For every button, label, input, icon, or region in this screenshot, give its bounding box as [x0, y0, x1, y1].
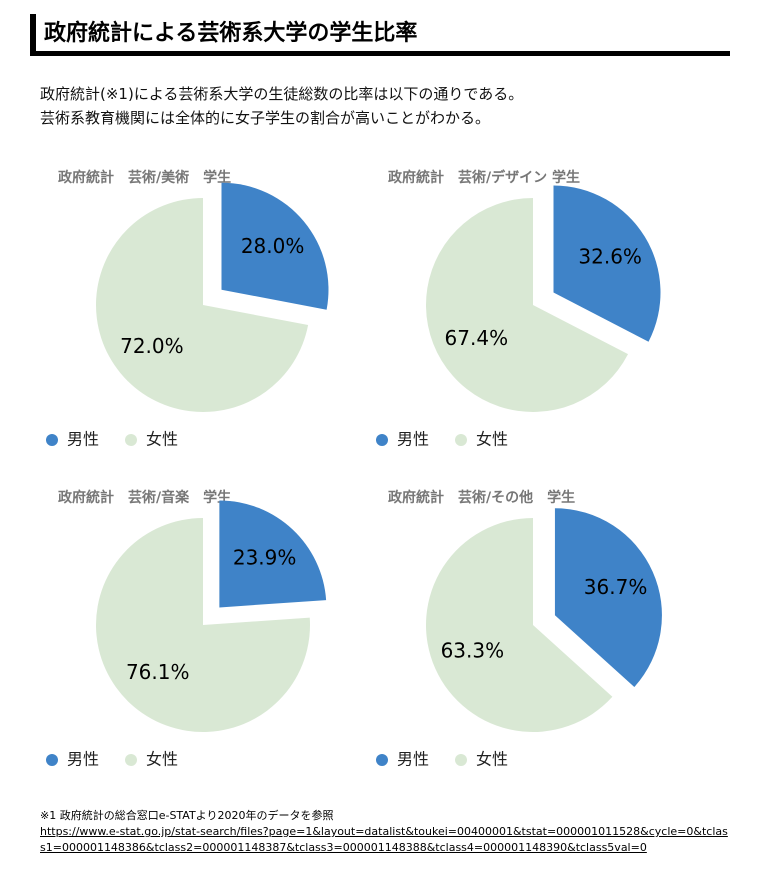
intro: 政府統計(※1)による芸術系大学の生徒総数の比率は以下の通りである。 芸術系教育… [40, 82, 523, 130]
legend-label: 男性 [67, 750, 99, 769]
legend-label: 女性 [146, 430, 178, 449]
legend-marker [376, 754, 388, 766]
intro-line: 政府統計(※1)による芸術系大学の生徒総数の比率は以下の通りである。 [40, 85, 524, 103]
pie-slice [425, 198, 629, 412]
data-label: 32.6% [578, 245, 642, 269]
pie-slice [426, 518, 613, 732]
footnote-text: ※1 政府統計の総合窓口e-STATより2020年のデータを参照 [40, 809, 334, 822]
pie-slice [554, 508, 662, 688]
data-label: 63.3% [441, 638, 505, 662]
pie-slice [221, 182, 329, 310]
data-label: 36.7% [584, 575, 648, 599]
legend-marker [455, 754, 467, 766]
data-label: 76.1% [126, 660, 190, 684]
legend-marker [125, 434, 137, 446]
pie-slice [96, 518, 311, 732]
legend-label: 女性 [476, 750, 508, 769]
pie-slice [95, 198, 309, 412]
footnote: ※1 政府統計の総合窓口e-STATより2020年のデータを参照 https:/… [40, 808, 730, 856]
pie-slice [219, 500, 327, 608]
chart-title: 政府統計 芸術/デザイン 学生 [388, 169, 580, 186]
charts: 政府統計 芸術/美術 学生 28.0% 男性 72.0% 女性 政府統計 芸術/デザイン … [46, 169, 662, 769]
legend-marker [455, 434, 467, 446]
intro-line: 芸術系教育機関には全体的に女子学生の割合が高いことがわかる。 [40, 109, 491, 127]
chart-title: 政府統計 芸術/その他 学生 [388, 489, 575, 506]
legend-marker [376, 434, 388, 446]
chart-title: 政府統計 芸術/音楽 学生 [58, 489, 231, 506]
legend-marker [125, 754, 137, 766]
data-label: 67.4% [445, 326, 509, 350]
data-label: 28.0% [241, 234, 305, 258]
legend-label: 女性 [146, 750, 178, 769]
page-title: 政府統計による芸術系大学の学生比率 [30, 14, 730, 56]
data-label: 23.9% [233, 545, 297, 569]
legend-marker [46, 434, 58, 446]
legend-label: 女性 [476, 430, 508, 449]
legend-label: 男性 [67, 430, 99, 449]
legend-marker [46, 754, 58, 766]
source-link[interactable]: https://www.e-stat.go.jp/stat-search/fil… [40, 825, 728, 854]
chart-title: 政府統計 芸術/美術 学生 [58, 169, 231, 186]
legend-label: 男性 [397, 430, 429, 449]
legend-label: 男性 [397, 750, 429, 769]
data-label: 72.0% [120, 334, 184, 358]
pie-slice [553, 185, 661, 342]
